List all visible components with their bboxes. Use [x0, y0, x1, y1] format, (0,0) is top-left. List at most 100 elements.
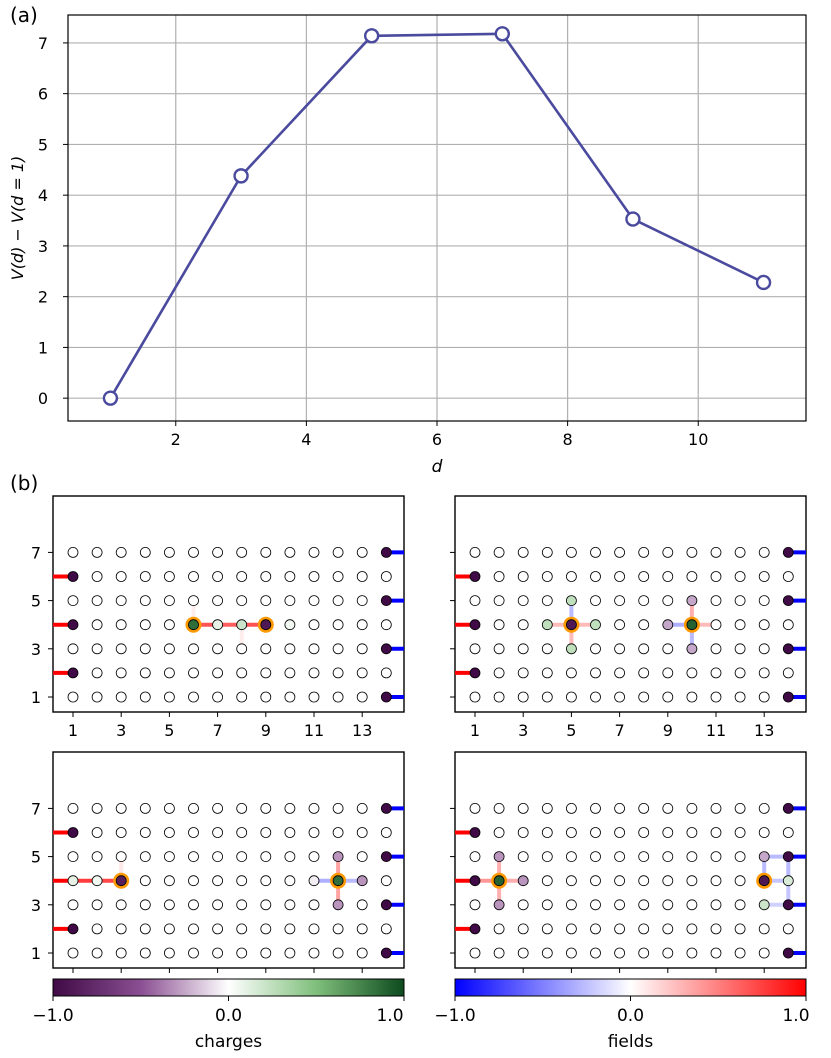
lattice-site: [139, 875, 151, 887]
y-tick-label: 6: [38, 85, 48, 104]
lattice-site: [115, 667, 127, 679]
lattice-site: [67, 947, 79, 959]
lattice-site: [782, 643, 794, 655]
lattice-site: [139, 851, 151, 862]
lattice-site: [541, 595, 553, 606]
probe-charge-ring: [563, 616, 580, 633]
lattice-site: [566, 667, 577, 679]
lattice-site: [236, 923, 248, 935]
lattice-site: [614, 851, 625, 862]
lattice-site: [758, 899, 770, 911]
lattice-site: [356, 571, 368, 582]
grid: [68, 15, 806, 421]
lattice-site: [67, 571, 79, 582]
lattice-site: [284, 667, 296, 679]
lattice-site: [91, 595, 103, 606]
lattice-site: [638, 947, 650, 959]
lattice-site: [493, 667, 505, 679]
lattice-site: [163, 875, 175, 887]
lattice-site: [380, 875, 392, 887]
lattice-site: [517, 667, 529, 679]
lattice-site: [710, 595, 722, 606]
x-tick-label: 1: [68, 721, 78, 740]
lattice-site: [782, 875, 794, 887]
lattice-site: [686, 875, 698, 887]
lattice-site: [163, 619, 175, 631]
lattice-site: [517, 619, 529, 631]
lattice-site: [614, 691, 625, 703]
lattice-site: [212, 619, 224, 631]
lattice-site: [686, 851, 698, 862]
lattice-site: [115, 899, 127, 911]
x-tick-label: 2: [171, 430, 181, 449]
lattice-site: [734, 691, 746, 703]
lattice-site: [332, 547, 344, 558]
lattice-site: [188, 667, 199, 679]
lattice-site: [284, 827, 296, 838]
lattice-site: [91, 947, 103, 959]
lattice-site: [67, 803, 79, 814]
lattice-site: [284, 619, 296, 631]
lattice-site: [758, 571, 770, 582]
y-tick-label: 1: [31, 944, 41, 963]
lattice-site: [469, 875, 481, 887]
lattice-panels: 1357911131357135791113135791113135713579…: [31, 495, 807, 996]
lattice-site: [139, 547, 151, 558]
lattice-site: [734, 547, 746, 558]
lattice-site: [590, 691, 601, 703]
lattice-site: [188, 691, 199, 703]
colorbar-tick-label: −1.0: [32, 1006, 73, 1026]
lattice-site: [260, 595, 272, 606]
lattice-site: [590, 875, 601, 887]
lattice-site: [308, 947, 320, 959]
lattice-site: [163, 827, 175, 838]
line-chart: 2 4 6 8 10 0 1 2 3 4 5 6 7 d V(d) − V(d = 1): [8, 14, 807, 477]
lattice-site: [139, 595, 151, 606]
data-point: [494, 26, 511, 42]
lattice-site: [686, 691, 698, 703]
lattice-site: [541, 851, 553, 862]
lattice-site: [734, 803, 746, 814]
lattice-site: [686, 667, 698, 679]
lattice-site: [260, 619, 272, 631]
lattice-site: [67, 547, 79, 558]
lattice-site: [356, 875, 368, 887]
lattice-site: [115, 851, 127, 862]
lattice-site: [469, 619, 481, 631]
lattice-site: [493, 899, 505, 911]
lattice-site: [734, 899, 746, 911]
charges-colorbar-gradient: [52, 978, 405, 997]
lattice-site: [212, 547, 224, 558]
lattice-site: [332, 827, 344, 838]
lattice-site: [493, 595, 505, 606]
lattice-site: [163, 803, 175, 814]
lattice-site: [260, 667, 272, 679]
lattice-site: [758, 667, 770, 679]
x-tick-label: 5: [164, 721, 174, 740]
lattice-site: [566, 691, 577, 703]
lattice-site: [332, 595, 344, 606]
lattice-site: [356, 547, 368, 558]
lattice-site: [139, 571, 151, 582]
x-tick-label: 4: [301, 430, 311, 449]
lattice-site: [686, 547, 698, 558]
lattice-site: [710, 571, 722, 582]
lattice-site: [356, 899, 368, 911]
lattice-site: [517, 827, 529, 838]
lattice-site: [638, 595, 650, 606]
x-tick-label: 1: [470, 721, 480, 740]
lattice-site: [758, 827, 770, 838]
lattice-site: [469, 643, 481, 655]
lattice-site: [308, 851, 320, 862]
lattice-site: [541, 571, 553, 582]
lattice-site: [686, 827, 698, 838]
lattice-site: [782, 547, 794, 558]
lattice-site: [614, 667, 625, 679]
lattice-site: [638, 643, 650, 655]
lattice-site: [380, 667, 392, 679]
y-axis: 0 1 2 3 4 5 6 7: [38, 34, 68, 408]
lattice-site: [517, 947, 529, 959]
lattice-site: [236, 691, 248, 703]
x-axis: 2 4 6 8 10: [171, 421, 708, 449]
